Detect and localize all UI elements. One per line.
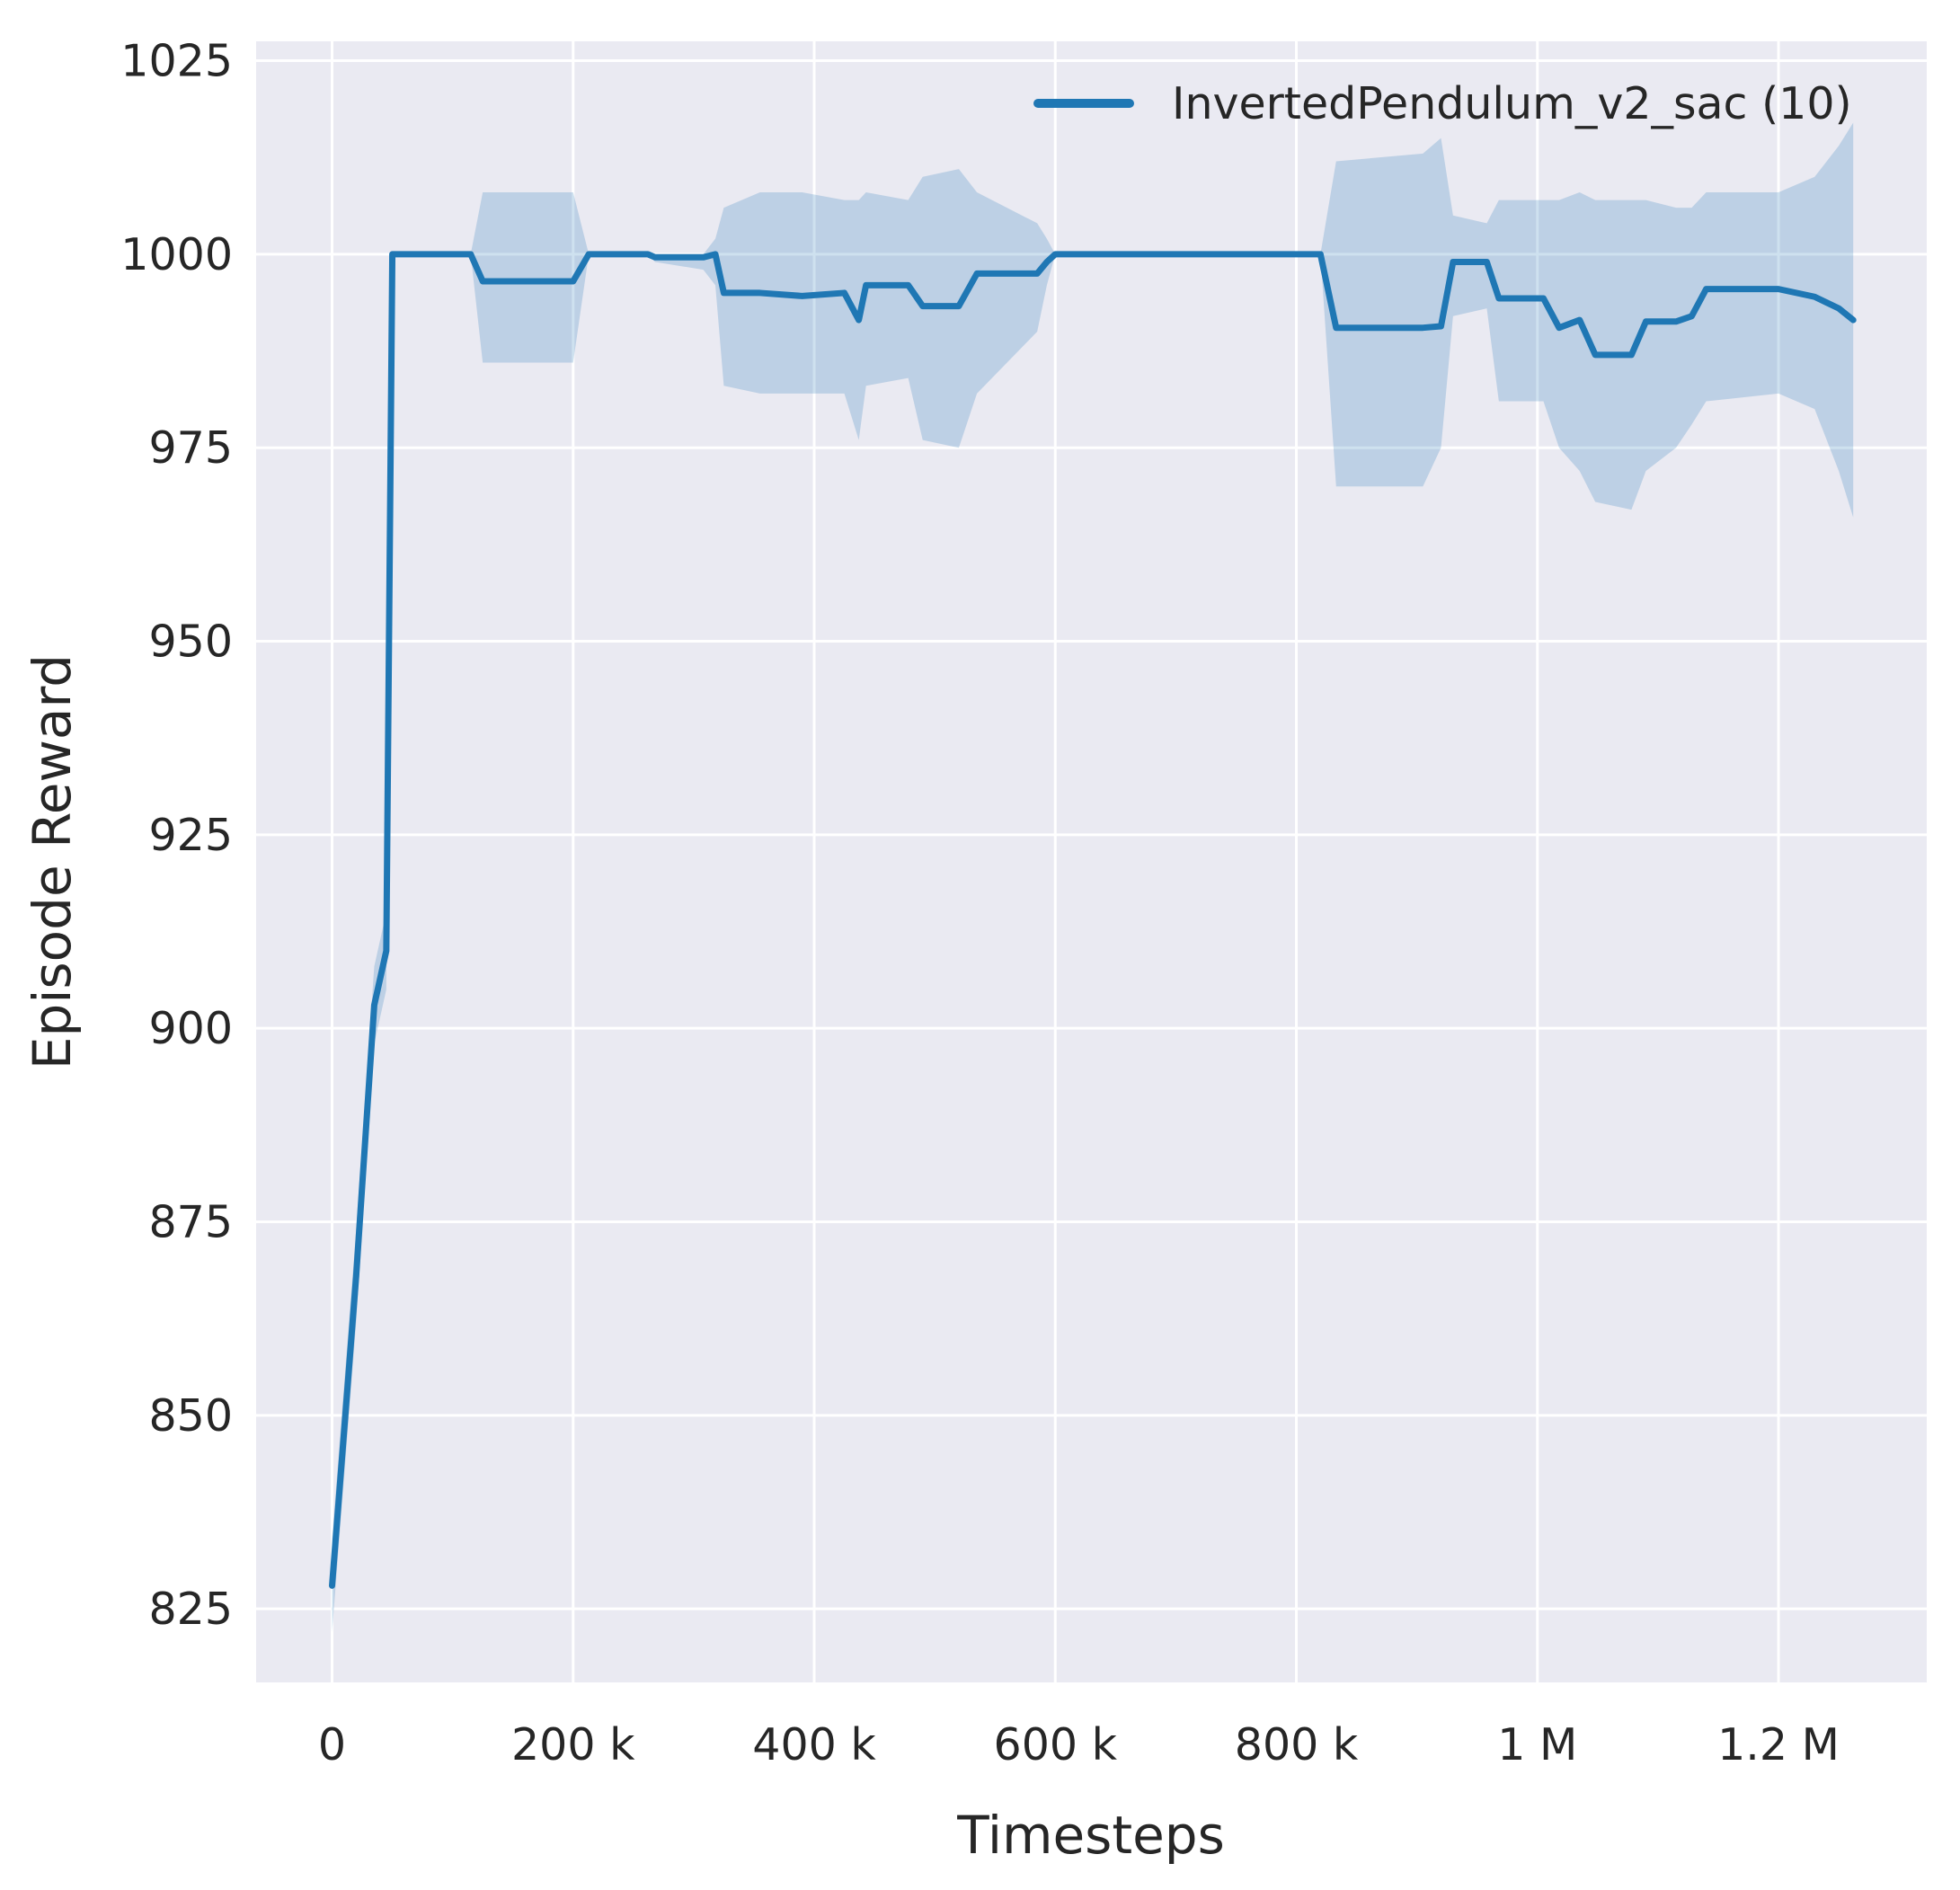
x-tick-label: 1 M xyxy=(1497,1719,1577,1770)
plot-background xyxy=(256,41,1927,1682)
x-tick-label: 1.2 M xyxy=(1717,1719,1840,1770)
x-tick-label: 200 k xyxy=(511,1719,635,1770)
legend-line-sample xyxy=(1033,99,1134,108)
y-tick-label: 875 xyxy=(148,1197,233,1248)
x-tick-label: 800 k xyxy=(1235,1719,1359,1770)
series-line xyxy=(329,251,1857,1589)
y-tick-label: 900 xyxy=(148,1003,233,1054)
legend-series-label: InvertedPendulum_v2_sac (10) xyxy=(1172,77,1852,129)
legend: InvertedPendulum_v2_sac (10) xyxy=(1033,75,1852,131)
x-tick-label: 600 k xyxy=(994,1719,1118,1770)
x-tick-label: 400 k xyxy=(752,1719,876,1770)
confidence-band xyxy=(332,122,1854,1633)
y-tick-label: 975 xyxy=(148,422,233,474)
y-tick-label: 1025 xyxy=(120,36,233,87)
x-tick-label: 0 xyxy=(318,1719,346,1770)
y-axis-label: Episode Reward xyxy=(22,653,83,1070)
y-tick-label: 950 xyxy=(148,617,233,668)
y-tick-label: 825 xyxy=(148,1584,233,1635)
y-tick-label: 1000 xyxy=(120,229,233,280)
y-tick-label: 850 xyxy=(148,1390,233,1442)
y-tick-label: 925 xyxy=(148,810,233,861)
x-axis-label: Timesteps xyxy=(957,1805,1225,1866)
